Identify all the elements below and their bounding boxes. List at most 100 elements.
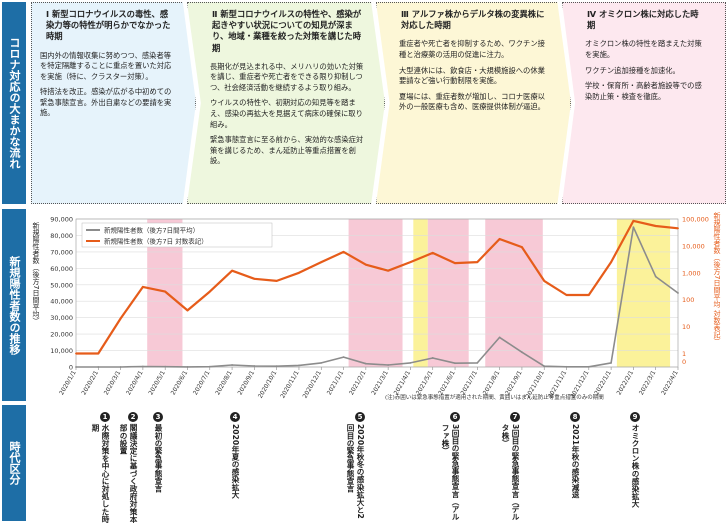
x-tick-label: 2020/12/1 — [302, 369, 324, 399]
y-right-tick: 10 — [682, 323, 690, 331]
period-5: 5 2020年秋冬の感染拡大と2回目の緊急事態宣言 — [345, 412, 365, 523]
x-tick-label: 2020/5/1 — [147, 369, 167, 396]
data-point — [364, 263, 367, 266]
y-left-tick: 10,000 — [50, 347, 73, 355]
y-left-tick: 60,000 — [50, 265, 73, 273]
data-point — [186, 366, 189, 368]
phase-2-box: Ⅱ 新型コロナウイルスの特性や、感染が起きやすい状況についての知見が深まり、地域… — [187, 2, 385, 204]
period-text: 2020年秋冬の感染拡大と2回目の緊急事態宣言 — [346, 424, 365, 519]
phase-1-box: Ⅰ 新型コロナウイルスの毒性、感染力等の特性が明らかでなかった時期 国内外の情報… — [31, 2, 196, 204]
x-tick-label: 2020/11/1 — [279, 369, 301, 399]
data-point — [253, 365, 256, 367]
y-left-tick: 20,000 — [50, 331, 73, 339]
x-tick-label: 2022/4/1 — [660, 369, 680, 396]
phase-4-text-1: オミクロン株の特性を踏まえた対策を実施。 — [585, 39, 702, 59]
data-point — [677, 227, 679, 230]
data-point — [565, 365, 568, 368]
data-point — [498, 238, 501, 240]
data-point — [97, 366, 100, 368]
data-point — [186, 309, 189, 312]
phase-4-text-3: 学校・保育所・高齢者施設等での感染防止策・検査を徹底。 — [585, 81, 702, 101]
phase-3-text-1: 重症者や死亡者を抑制するため、ワクチン接種と治療薬の活用の促進に注力。 — [399, 39, 545, 59]
data-point — [387, 364, 390, 366]
data-point — [409, 261, 412, 264]
data-point — [231, 364, 233, 366]
data-point — [320, 261, 323, 264]
period-8: 8 2021年秋の感染減退 — [570, 412, 580, 498]
series-line-0 — [76, 226, 679, 368]
data-point — [498, 336, 501, 339]
data-point — [677, 292, 679, 294]
period-text: 3回目の緊急事態宣言（アルファ株） — [441, 424, 460, 521]
data-point — [610, 261, 613, 264]
data-point — [521, 246, 523, 249]
period-number: 5 — [355, 412, 365, 422]
data-point — [342, 250, 345, 253]
emergency-period-1 — [348, 219, 403, 367]
y-left-tick: 0 — [69, 364, 73, 372]
data-point — [543, 365, 546, 368]
data-point — [275, 365, 278, 368]
x-tick-label: 2020/2/1 — [80, 369, 100, 396]
period-text: 水際対策を中心に対処した時期 — [91, 424, 110, 523]
emergency-period-2 — [427, 219, 469, 367]
y-left-label: 新規陽性者数（後方7日間平均） — [32, 222, 40, 325]
data-point — [409, 361, 412, 364]
period-number: 1 — [100, 412, 110, 422]
period-4: 4 2020年夏の感染拡大 — [230, 412, 240, 498]
data-point — [141, 285, 144, 288]
period-text: オミクロン株の感染拡大 — [631, 424, 640, 508]
y-left-tick: 90,000 — [50, 216, 73, 224]
data-point — [119, 366, 122, 368]
y-right-label: 新規陽性者数（後方7日間平均 対数表記） — [713, 212, 721, 345]
y-right-tick: 10,000 — [682, 242, 705, 250]
x-tick-label: 2022/2/1 — [616, 369, 636, 396]
period-3: 3 最初の緊急事態宣言 — [153, 412, 163, 492]
period-text: 2021年秋の感染減退 — [571, 424, 580, 499]
data-point — [587, 365, 590, 368]
period-number: 8 — [570, 412, 580, 422]
period-number: 6 — [450, 412, 460, 422]
data-point — [543, 280, 546, 282]
period-1: 1 水際対策を中心に対処した時期 — [90, 412, 110, 523]
data-point — [454, 362, 456, 365]
data-point — [654, 225, 657, 227]
phase-1-heading: Ⅰ 新型コロナウイルスの毒性、感染力等の特性が明らかでなかった時期 — [46, 9, 171, 42]
phase-2-text-3: 緊急事態宣言に至る前から、実効的な感染症対策を講じるため、まん延防止等重点措置を… — [210, 135, 364, 166]
data-point — [75, 352, 77, 355]
data-point — [231, 269, 233, 272]
data-point — [275, 280, 278, 282]
data-point — [208, 290, 211, 293]
y-right-tick: 1,000 — [682, 269, 701, 277]
data-point — [364, 362, 367, 365]
phase-2-heading: Ⅱ 新型コロナウイルスの特性や、感染が起きやすい状況についての知見が深まり、地域… — [212, 9, 362, 53]
x-tick-label: 2021/2/1 — [348, 369, 368, 396]
period-label: 時代区分 — [2, 405, 26, 521]
case-trend-label: 新規陽性者数の推移 — [2, 209, 26, 401]
data-point — [208, 365, 211, 368]
y-left-tick: 70,000 — [50, 248, 73, 256]
data-point — [654, 275, 657, 278]
phase-1-text-1: 国内外の情報収集に努めつつ、感染者等を特定隔離することに重点を置いた対応を実施（… — [40, 50, 172, 81]
period-text: 最初の緊急事態宣言 — [154, 424, 163, 493]
period-number: 2 — [128, 412, 138, 422]
data-point — [610, 361, 613, 364]
data-point — [320, 361, 323, 364]
data-point — [454, 262, 456, 264]
data-point — [387, 269, 390, 272]
period-text: 2020年夏の感染拡大 — [231, 424, 240, 499]
data-point — [431, 251, 434, 254]
period-number: 4 — [230, 412, 240, 422]
x-tick-label: 2020/8/1 — [214, 369, 234, 396]
y-right-tick: 100 — [682, 296, 694, 304]
period-number: 3 — [153, 412, 163, 422]
x-tick-label: 2020/4/1 — [125, 369, 145, 396]
period-9: 9 オミクロン株の感染拡大 — [630, 412, 640, 508]
data-point — [298, 364, 300, 367]
policy-flow-label: コロナ対応の大まかな流れ — [2, 2, 26, 204]
x-tick-label: 2020/9/1 — [237, 369, 257, 396]
data-point — [431, 357, 434, 359]
period-text: 閣議決定に基づく政府対策本部の設置 — [119, 424, 138, 523]
x-tick-label: 2020/7/1 — [192, 369, 212, 396]
data-point — [587, 294, 590, 296]
